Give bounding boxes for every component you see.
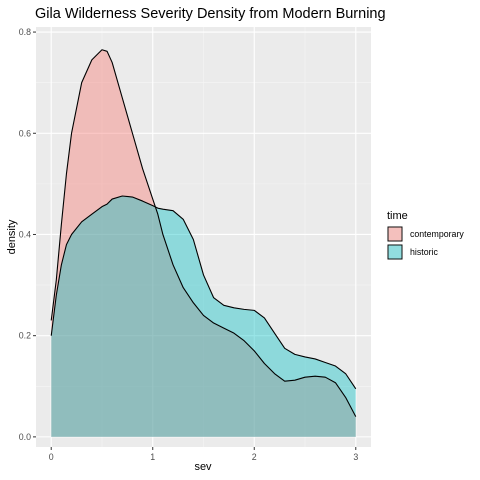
y-axis: 0.0 0.2 0.4 0.6 0.8 [19, 27, 36, 442]
legend-label-historic: historic [410, 247, 438, 257]
y-tick-label: 0.8 [19, 27, 31, 37]
x-axis: 0 1 2 3 [49, 447, 359, 462]
legend-key-contemporary [388, 227, 402, 241]
y-tick-label: 0.0 [19, 432, 31, 442]
legend-key-historic [388, 245, 402, 259]
y-tick-label: 0.6 [19, 128, 31, 138]
x-tick-label: 1 [150, 452, 155, 462]
y-axis-title: density [6, 219, 18, 254]
x-tick-label: 0 [49, 452, 54, 462]
x-tick-label: 2 [252, 452, 257, 462]
legend-title: time [387, 210, 408, 222]
y-tick-label: 0.4 [19, 229, 31, 239]
chart-title: Gila Wilderness Severity Density from Mo… [35, 6, 386, 22]
legend: time contemporary historic [387, 210, 464, 260]
y-tick-label: 0.2 [19, 331, 31, 341]
x-tick-label: 3 [353, 452, 358, 462]
legend-label-contemporary: contemporary [410, 229, 464, 239]
x-axis-title: sev [194, 461, 212, 473]
